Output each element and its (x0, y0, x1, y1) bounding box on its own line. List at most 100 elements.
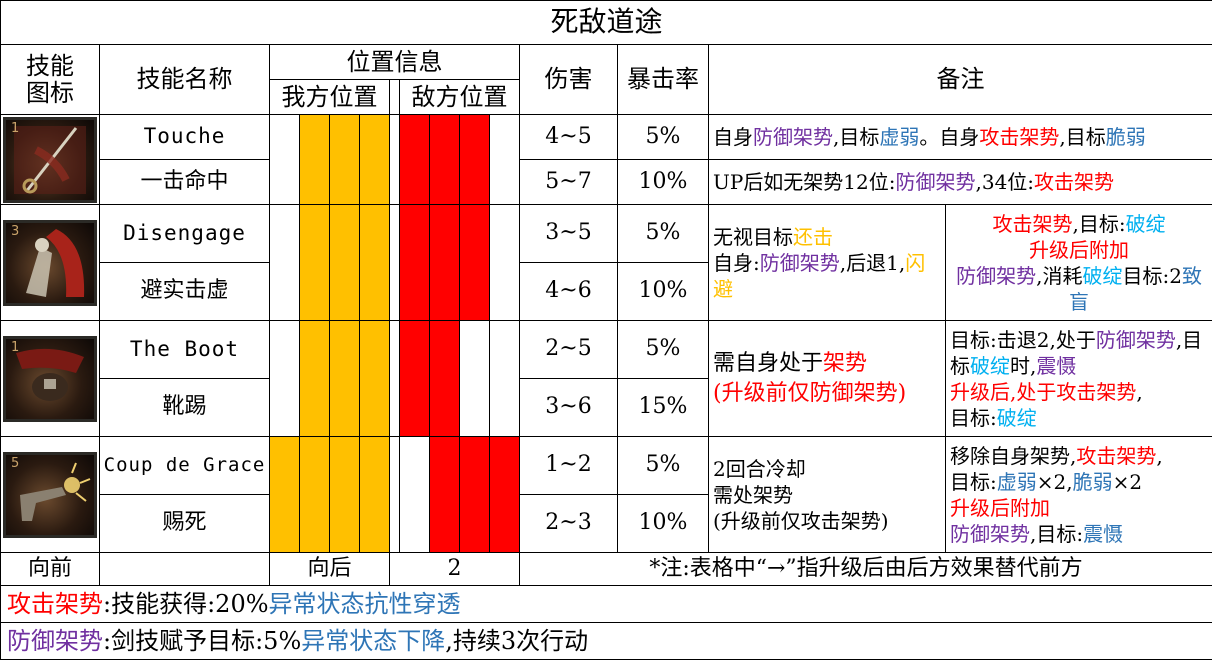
enemy-pos-slot (399, 320, 430, 437)
skill-name: Coup de Grace (99, 436, 270, 495)
enemy-pos-slot (399, 204, 430, 321)
skill-damage: 2~5 (519, 320, 618, 379)
skill-crit: 10% (617, 494, 709, 553)
skill-note-right: 目标:击退2,处于防御架势,目标破绽时,震慑 升级后,处于攻击架势, 目标:破绽 (944, 320, 1212, 437)
skill-level: 3 (11, 223, 20, 239)
skill-damage: 3~5 (519, 204, 618, 263)
my-pos-slot (299, 436, 330, 553)
header-position-info: 位置信息 (269, 44, 520, 80)
enemy-pos-slot (489, 320, 520, 437)
enemy-pos-slot (399, 436, 430, 553)
skill-level: 5 (11, 455, 20, 471)
pos-gap (389, 320, 400, 437)
enemy-pos-slot (429, 114, 460, 205)
skill-name: The Boot (99, 320, 270, 379)
my-pos-slot (299, 114, 330, 205)
header-enemy-position: 敌方位置 (399, 79, 520, 115)
skill-damage: 4~6 (519, 262, 618, 321)
my-pos-slot (329, 204, 360, 321)
skill-name: 一击命中 (99, 159, 270, 205)
my-pos-slot (269, 114, 300, 205)
enemy-pos-slot (459, 320, 490, 437)
enemy-pos-slot (429, 204, 460, 321)
skill-icon-cell: 1 (0, 320, 100, 437)
cloak-disengage-icon: 3 (3, 219, 97, 306)
pos-gap (389, 204, 400, 321)
enemy-pos-slot (489, 204, 520, 321)
skill-icon-cell: 1 (0, 114, 100, 205)
enemy-pos-slot (459, 114, 490, 205)
my-pos-slot (329, 114, 360, 205)
skill-damage: 2~3 (519, 494, 618, 553)
skill-damage: 1~2 (519, 436, 618, 495)
header-my-position: 我方位置 (269, 79, 390, 115)
enemy-pos-slot (399, 114, 430, 205)
skill-name: 避实击虚 (99, 262, 270, 321)
skill-icon-cell: 5 (0, 436, 100, 553)
skill-crit: 5% (617, 436, 709, 495)
my-pos-slot (359, 320, 390, 437)
enemy-pos-slot (489, 436, 520, 553)
enemy-pos-slot (459, 436, 490, 553)
skill-damage: 3~6 (519, 378, 618, 437)
skill-crit: 15% (617, 378, 709, 437)
skill-damage: 4~5 (519, 114, 618, 160)
pos-gap (389, 436, 400, 553)
skill-note-right: 移除自身架势,攻击架势, 目标:虚弱×2,脆弱×2 升级后附加 防御架势,目标:… (944, 436, 1212, 553)
skill-crit: 5% (617, 114, 709, 160)
skill-name: Touche (99, 114, 270, 160)
skill-note-left: 需自身处于架势 (升级前仅防御架势) (708, 320, 946, 437)
enemy-pos-slot (489, 114, 520, 205)
header-skill-icon-line1: 技能 (26, 52, 74, 81)
move-backward-value: 2 (389, 552, 520, 586)
move-forward-label: 向前 (0, 552, 100, 586)
header-remarks: 备注 (707, 44, 1212, 115)
my-pos-slot (269, 204, 300, 321)
skill-crit: 5% (617, 204, 709, 263)
enemy-pos-slot (459, 204, 490, 321)
boot-kick-icon: 1 (3, 335, 97, 422)
rapier-thrust-icon: 1 (3, 116, 97, 203)
my-pos-slot (359, 114, 390, 205)
my-pos-slot (299, 320, 330, 437)
footnote: *注:表格中“→”指升级后由后方效果替代前方 (518, 552, 1212, 586)
skill-level: 1 (11, 339, 20, 355)
header-skill-icon-line2: 图标 (26, 78, 74, 107)
skill-crit: 5% (617, 320, 709, 379)
skill-name: 靴踢 (99, 378, 270, 437)
skill-name: 赐死 (99, 494, 270, 553)
page-title: 死敌道途 (0, 0, 1212, 45)
skill-note: UP后如无架势12位:防御架势,34位:攻击架势 (707, 159, 1212, 205)
header-skill-icon: 技能 图标 (0, 44, 100, 115)
skill-level: 1 (11, 120, 20, 136)
header-crit: 暴击率 (617, 44, 709, 115)
legend-attack-stance: 攻击架势:技能获得:20%异常状态抗性穿透 (0, 585, 1212, 623)
skill-note-left: 无视目标还击 自身:防御架势,后退1,闪避 (708, 204, 946, 321)
skill-crit: 10% (617, 262, 709, 321)
my-pos-slot (329, 320, 360, 437)
skill-name: Disengage (99, 204, 270, 263)
skill-note-left: 2回合冷却 需处架势 (升级前仅攻击架势) (708, 436, 946, 553)
my-pos-slot (329, 436, 360, 553)
enemy-pos-slot (429, 436, 460, 553)
my-pos-slot (269, 436, 300, 553)
legend-defense-stance: 防御架势:剑技赋予目标:5%异常状态下降,持续3次行动 (0, 622, 1212, 660)
my-pos-slot (359, 204, 390, 321)
my-pos-slot (299, 204, 330, 321)
move-backward-label: 向后 (269, 552, 390, 586)
skill-damage: 5~7 (519, 159, 618, 205)
header-gap (389, 79, 400, 115)
header-damage: 伤害 (519, 44, 618, 115)
skill-note: 自身防御架势,目标虚弱。自身攻击架势,目标脆弱 (707, 114, 1212, 160)
skill-icon-cell: 3 (0, 204, 100, 321)
skill-note-right: 攻击架势,目标:破绽 升级后附加 防御架势,消耗破绽目标:2致盲 (944, 204, 1212, 321)
pistol-shot-icon: 5 (3, 451, 97, 538)
skill-crit: 10% (617, 159, 709, 205)
my-pos-slot (359, 436, 390, 553)
pos-gap (389, 114, 400, 205)
my-pos-slot (269, 320, 300, 437)
header-skill-name: 技能名称 (99, 44, 270, 115)
move-forward-value (99, 552, 270, 586)
enemy-pos-slot (429, 320, 460, 437)
